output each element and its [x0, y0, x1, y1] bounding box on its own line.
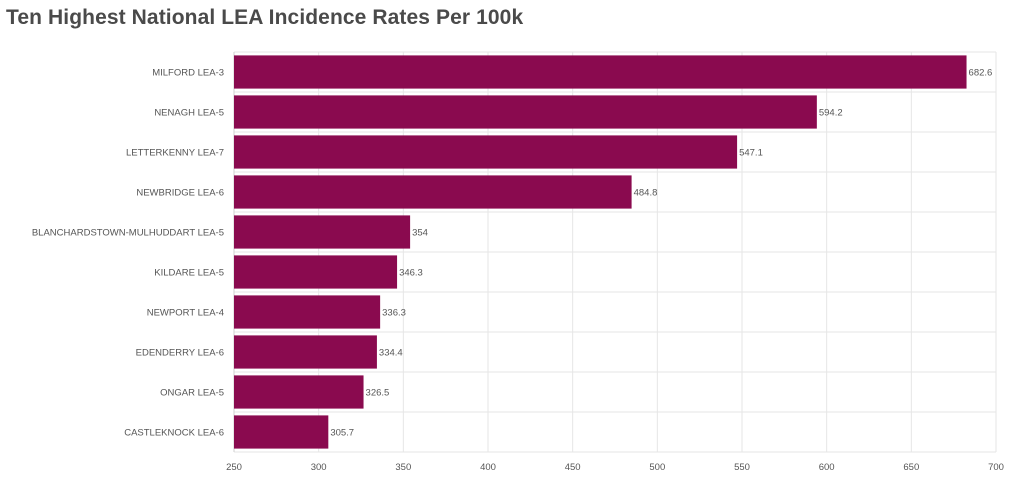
x-tick-label: 700 — [988, 462, 1004, 473]
category-label: LETTERKENNY LEA-7 — [126, 148, 224, 159]
bar[interactable] — [234, 175, 632, 209]
x-tick-label: 400 — [480, 462, 496, 473]
value-label: 594.2 — [819, 108, 843, 119]
bar[interactable] — [234, 135, 738, 169]
bar[interactable] — [234, 55, 967, 89]
value-label: 346.3 — [399, 268, 423, 279]
value-label: 305.7 — [330, 428, 354, 439]
x-tick-label: 650 — [903, 462, 919, 473]
value-label: 547.1 — [739, 148, 763, 159]
bar[interactable] — [234, 335, 377, 369]
value-label: 326.5 — [366, 388, 390, 399]
category-label: ONGAR LEA-5 — [160, 388, 224, 399]
x-tick-label: 300 — [311, 462, 327, 473]
bars-layer — [234, 55, 967, 449]
x-tick-label: 600 — [819, 462, 835, 473]
value-label: 334.4 — [379, 348, 403, 359]
bar[interactable] — [234, 295, 381, 329]
value-label: 354 — [412, 228, 428, 239]
x-axis-ticks: 250 300 350 400 450 500 550 600 650 700 — [226, 462, 1004, 473]
category-label: NENAGH LEA-5 — [154, 108, 224, 119]
value-label: 484.8 — [634, 188, 658, 199]
category-label: EDENDERRY LEA-6 — [136, 348, 224, 359]
category-label: BLANCHARDSTOWN-MULHUDDART LEA-5 — [32, 228, 224, 239]
bar[interactable] — [234, 215, 411, 249]
category-label: CASTLEKNOCK LEA-6 — [124, 428, 224, 439]
x-tick-label: 450 — [565, 462, 581, 473]
x-tick-label: 250 — [226, 462, 242, 473]
value-label: 336.3 — [382, 308, 406, 319]
category-label: MILFORD LEA-3 — [152, 68, 224, 79]
x-tick-label: 350 — [395, 462, 411, 473]
category-label: NEWPORT LEA-4 — [147, 308, 224, 319]
chart-title: Ten Highest National LEA Incidence Rates… — [6, 6, 524, 29]
category-label: NEWBRIDGE LEA-6 — [136, 188, 224, 199]
bar[interactable] — [234, 255, 398, 289]
x-tick-label: 500 — [649, 462, 665, 473]
bar[interactable] — [234, 415, 329, 449]
x-tick-label: 550 — [734, 462, 750, 473]
labels-layer: MILFORD LEA-3 682.6 NENAGH LEA-5 594.2 LETTE… — [32, 68, 992, 439]
bar[interactable] — [234, 375, 364, 409]
bar[interactable] — [234, 95, 817, 129]
category-label: KILDARE LEA-5 — [154, 268, 224, 279]
value-label: 682.6 — [969, 68, 993, 79]
